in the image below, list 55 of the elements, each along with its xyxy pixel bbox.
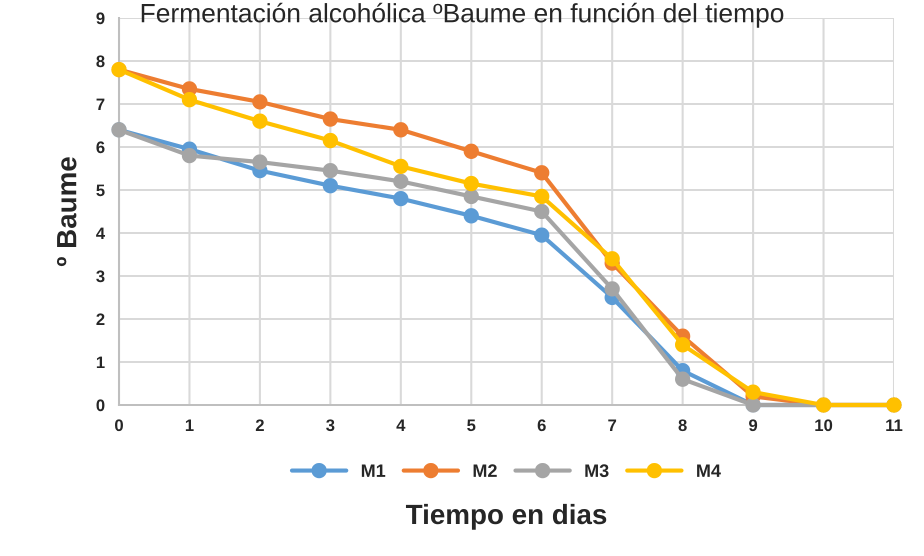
y-tick-label: 8 [96, 55, 105, 68]
point [393, 174, 408, 190]
y-tick-label: 4 [96, 228, 106, 240]
x-tick-label: 3 [326, 419, 334, 432]
x-tick-label: 0 [115, 419, 123, 432]
point [464, 208, 479, 224]
y-tick-label: 5 [96, 184, 105, 196]
y-tick-label: 1 [96, 356, 105, 368]
point [674, 372, 690, 387]
point [322, 111, 338, 127]
x-tick-label: 8 [678, 419, 687, 432]
y-tick-label: 0 [96, 399, 104, 412]
x-tick-label: 10 [815, 419, 832, 432]
point [322, 163, 338, 178]
x-tick-label: 5 [467, 420, 476, 432]
x-tick-label: 4 [396, 420, 406, 431]
legend-label: M4 [697, 464, 721, 477]
point [464, 188, 479, 204]
legend-label: M2 [474, 464, 497, 477]
y-tick-label: 6 [96, 141, 105, 154]
point [393, 122, 408, 138]
point [252, 94, 268, 110]
point [534, 188, 550, 204]
point [182, 148, 198, 164]
point [252, 114, 268, 129]
x-tick-label: 11 [886, 420, 902, 431]
point [534, 228, 550, 243]
y-tick-label: 7 [96, 98, 104, 110]
x-tick-label: 9 [749, 419, 758, 432]
chart-title: Fermentación alcohólica ºBaume en función del tiempo [142, 2, 784, 28]
point [604, 281, 620, 297]
legend-label: M3 [585, 464, 609, 478]
x-tick-label: 1 [186, 420, 194, 431]
point [182, 92, 198, 108]
legend-label: M1 [362, 464, 386, 477]
x-tick-label: 6 [538, 419, 546, 432]
x-tick-label: 2 [256, 419, 264, 431]
point [322, 178, 338, 194]
point [674, 337, 690, 352]
y-tick-label: 2 [96, 313, 104, 326]
point [464, 144, 479, 159]
x-tick-label: 7 [608, 420, 616, 431]
point [393, 158, 408, 174]
point [252, 154, 268, 170]
point [604, 251, 620, 266]
point [393, 190, 408, 206]
point [534, 204, 550, 220]
point [745, 384, 761, 400]
x-axis-title: Tiempo en dias [406, 504, 606, 530]
point [534, 165, 550, 180]
point [464, 176, 479, 192]
y-tick-label: 3 [96, 270, 105, 282]
y-tick-label: 9 [96, 12, 104, 24]
y-axis-title: º Baume [56, 157, 76, 266]
point [322, 132, 338, 148]
